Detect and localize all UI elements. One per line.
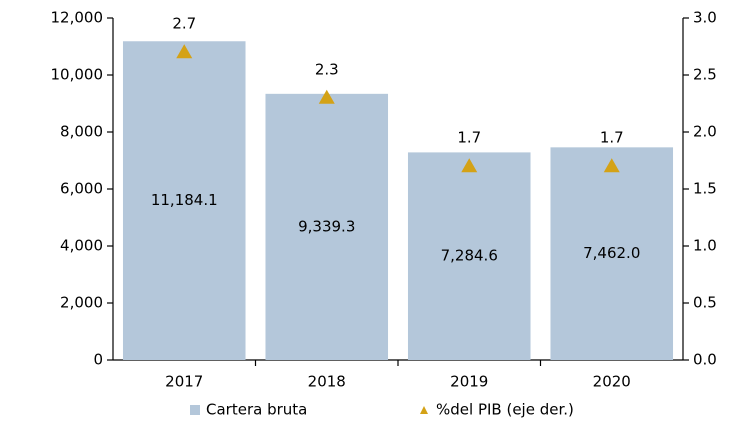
y-tick-label: 8,000 bbox=[60, 123, 103, 141]
x-tick-label: 2018 bbox=[308, 373, 346, 391]
y-tick-label: 10,000 bbox=[51, 66, 104, 84]
y-tick-label: 6,000 bbox=[60, 180, 103, 198]
x-tick-label: 2019 bbox=[450, 373, 488, 391]
bar-label: 7,284.6 bbox=[441, 247, 498, 265]
x-tick-label: 2020 bbox=[593, 373, 631, 391]
y2-tick-label: 0.5 bbox=[693, 294, 717, 312]
y2-tick-label: 2.0 bbox=[693, 123, 717, 141]
triangle-marker bbox=[176, 44, 193, 59]
y2-tick-label: 3.0 bbox=[693, 9, 717, 27]
y2-tick-label: 2.5 bbox=[693, 66, 717, 84]
point-label: 2.3 bbox=[315, 60, 339, 78]
point-label: 2.7 bbox=[172, 15, 196, 33]
bar-label: 11,184.1 bbox=[151, 191, 218, 209]
legend-swatch bbox=[420, 406, 428, 414]
bar bbox=[407, 152, 531, 360]
bar-label: 7,462.0 bbox=[583, 244, 640, 262]
bar bbox=[265, 93, 389, 360]
triangle-marker bbox=[603, 158, 620, 173]
y2-tick-label: 0.0 bbox=[693, 351, 717, 369]
legend-swatch bbox=[190, 405, 200, 415]
legend-label: %del PIB (eje der.) bbox=[436, 401, 574, 419]
y2-tick-label: 1.0 bbox=[693, 237, 717, 255]
point-label: 1.7 bbox=[457, 129, 481, 147]
y-tick-label: 12,000 bbox=[51, 9, 104, 27]
bar bbox=[550, 147, 674, 360]
bar-label: 9,339.3 bbox=[298, 217, 355, 235]
x-tick-label: 2017 bbox=[165, 373, 203, 391]
triangle-marker bbox=[461, 158, 478, 173]
y-tick-label: 0 bbox=[93, 351, 103, 369]
legend-label: Cartera bruta bbox=[206, 401, 307, 419]
y-tick-label: 4,000 bbox=[60, 237, 103, 255]
y2-tick-label: 1.5 bbox=[693, 180, 717, 198]
triangle-marker bbox=[318, 89, 335, 104]
point-label: 1.7 bbox=[600, 129, 624, 147]
y-tick-label: 2,000 bbox=[60, 294, 103, 312]
bar bbox=[122, 41, 246, 361]
